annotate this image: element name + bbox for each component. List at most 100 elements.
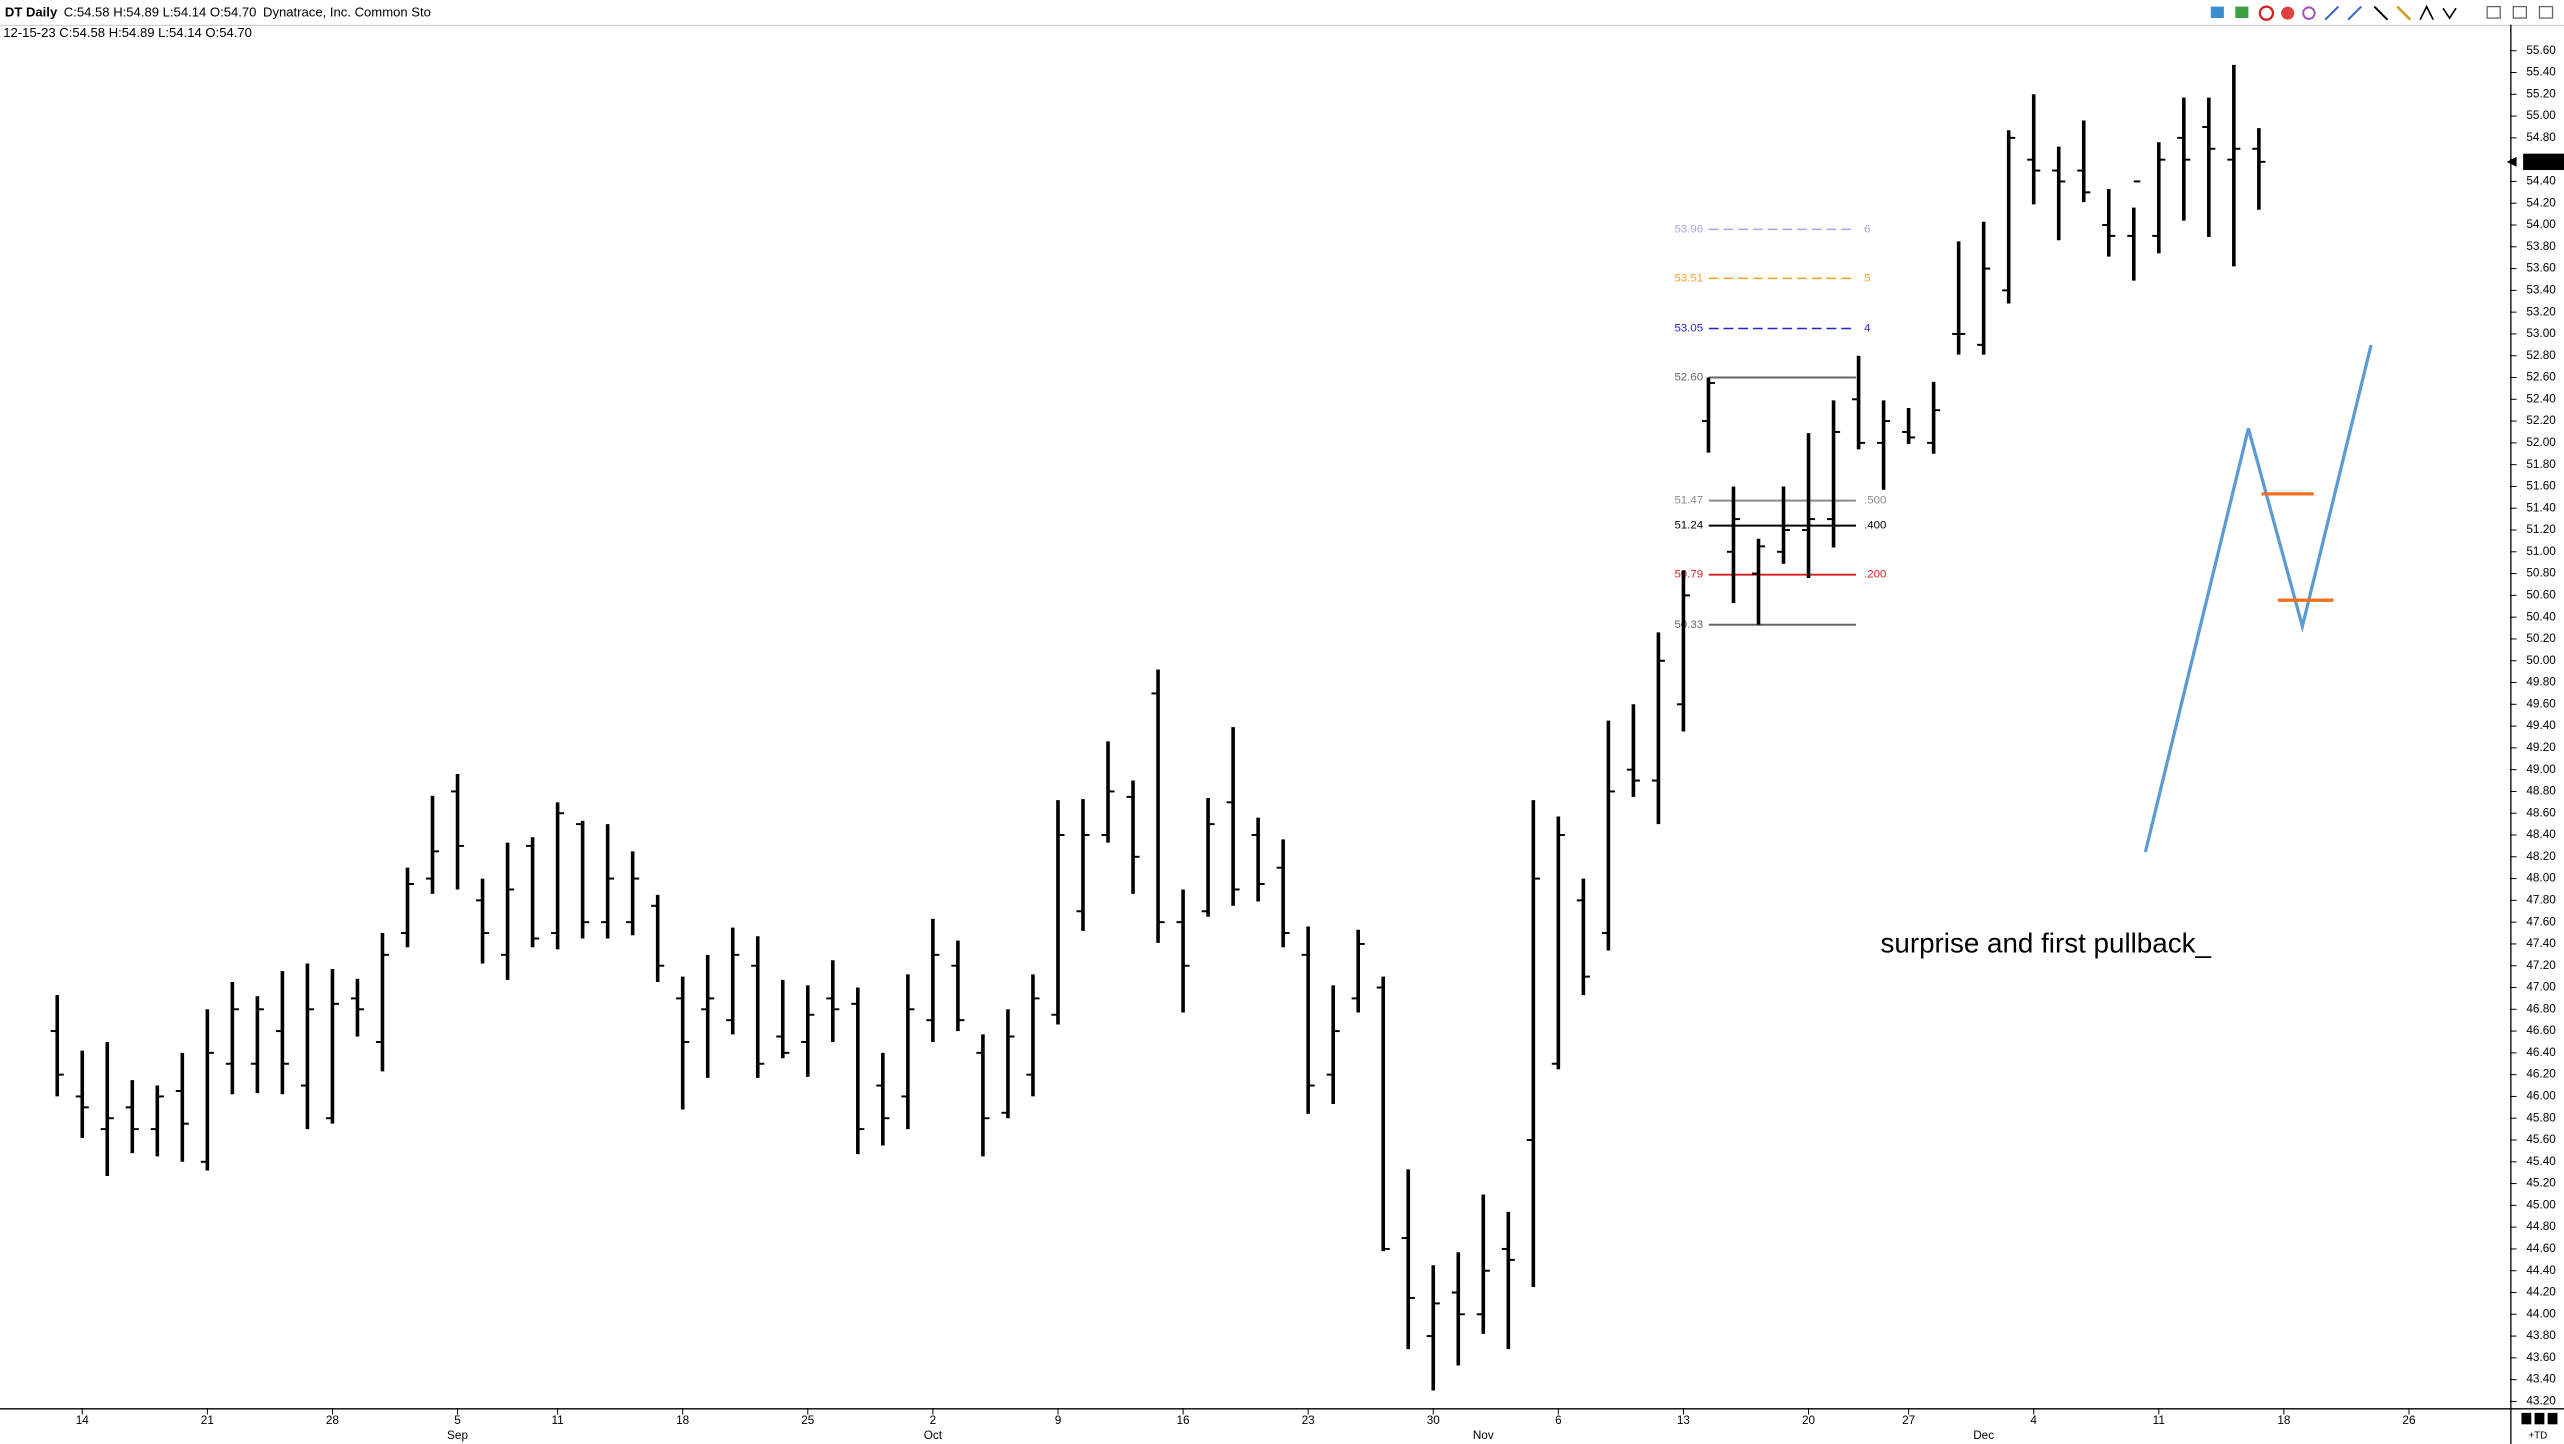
y-tick-label: 52.80: [2526, 349, 2556, 362]
y-tick-label: 45.00: [2526, 1198, 2556, 1211]
y-tick-label: 49.80: [2526, 676, 2556, 689]
y-tick-label: 53.60: [2526, 262, 2556, 275]
tool-icon[interactable]: [2419, 4, 2434, 21]
x-tick-label: 18: [676, 1414, 690, 1427]
y-tick-label: 44.20: [2526, 1286, 2556, 1299]
y-tick-label: 43.20: [2526, 1395, 2556, 1408]
y-tick-label: 49.60: [2526, 697, 2556, 710]
tool-icon[interactable]: [2347, 5, 2362, 21]
tool-icon[interactable]: [2281, 6, 2295, 20]
window-button[interactable]: [2512, 5, 2528, 19]
window-button[interactable]: [2538, 5, 2554, 19]
x-tick-label: 23: [1302, 1414, 1316, 1427]
y-tick-label: 55.20: [2526, 87, 2556, 100]
quote: C:54.58 H:54.89 L:54.14 O:54.70: [64, 5, 257, 20]
y-tick-label: 52.40: [2526, 392, 2556, 405]
y-tick-label: 49.40: [2526, 719, 2556, 732]
last-price-label: 54.58: [2526, 155, 2556, 168]
subtitle: Dynatrace, Inc. Common Sto: [263, 5, 431, 20]
y-tick-label: 46.80: [2526, 1002, 2556, 1015]
chart-title: DT Daily: [5, 5, 58, 20]
y-tick-label: 53.80: [2526, 240, 2556, 253]
y-tick-label: 47.60: [2526, 915, 2556, 928]
tool-icon[interactable]: [2210, 6, 2224, 19]
tool-icon[interactable]: [2258, 5, 2275, 21]
toolbar: [2210, 4, 2554, 21]
x-tick-label: 11: [2153, 1414, 2165, 1427]
x-tick-label: 11: [551, 1414, 563, 1427]
y-tick-label: 52.00: [2526, 436, 2556, 449]
footer-icon: [2547, 1412, 2558, 1425]
y-tick-label: 47.40: [2526, 937, 2556, 950]
month-label: Dec: [1973, 1429, 1994, 1442]
y-tick-label: 55.00: [2526, 109, 2556, 122]
window-button[interactable]: [2486, 5, 2501, 19]
x-tick-label: 6: [1555, 1414, 1562, 1427]
y-tick-label: 54.20: [2526, 196, 2556, 209]
y-tick-label: 44.40: [2526, 1264, 2556, 1277]
x-tick-label: 13: [1677, 1414, 1691, 1427]
y-tick-label: 48.40: [2526, 828, 2556, 841]
level-label: 51.47: [1674, 495, 1703, 507]
y-tick-label: 49.00: [2526, 763, 2556, 776]
x-tick-label: 14: [76, 1414, 90, 1427]
y-tick-label: 44.60: [2526, 1242, 2556, 1255]
y-tick-label: 54.80: [2526, 131, 2556, 144]
y-tick-label: 53.00: [2526, 327, 2556, 340]
x-tick-label: 26: [2402, 1414, 2416, 1427]
y-tick-label: 45.80: [2526, 1111, 2556, 1124]
level-label: 51.24: [1674, 520, 1703, 532]
level-label: 53.96: [1674, 223, 1703, 235]
level-tag: 4: [1864, 323, 1871, 335]
month-label: Sep: [447, 1429, 468, 1442]
last-price-arrow: [2506, 156, 2517, 167]
y-tick-label: 45.20: [2526, 1177, 2556, 1190]
x-tick-label: 16: [1177, 1414, 1191, 1427]
trend-sketch: [2143, 344, 2373, 853]
x-tick-label: 27: [1902, 1414, 1915, 1427]
y-tick-label: 45.60: [2526, 1133, 2556, 1146]
y-tick-label: 48.00: [2526, 872, 2556, 885]
last-price-box: [2523, 153, 2564, 171]
y-tick-label: 51.20: [2526, 523, 2556, 536]
y-tick-label: 44.00: [2526, 1307, 2556, 1320]
level-label: 52.60: [1674, 372, 1703, 384]
y-tick-label: 51.00: [2526, 545, 2556, 558]
y-tick-label: 47.20: [2526, 959, 2556, 972]
x-tick-label: 18: [2277, 1414, 2291, 1427]
tool-icon[interactable]: [2302, 6, 2316, 20]
annotation: surprise and first pullback_: [1880, 928, 2211, 959]
y-tick-label: 51.40: [2526, 501, 2556, 514]
level-label: 50.79: [1674, 569, 1703, 581]
y-tick-label: 49.20: [2526, 741, 2556, 754]
y-tick-label: 47.00: [2526, 981, 2556, 994]
y-tick-label: 54.40: [2526, 175, 2556, 188]
y-tick-label: 43.40: [2526, 1373, 2556, 1386]
x-tick-label: 20: [1802, 1414, 1816, 1427]
y-tick-label: 47.80: [2526, 893, 2556, 906]
x-tick-label: 5: [454, 1414, 461, 1427]
tool-icon[interactable]: [2373, 5, 2389, 21]
footer-icon: [2521, 1412, 2532, 1425]
y-tick-label: 46.40: [2526, 1046, 2556, 1059]
y-tick-label: 53.20: [2526, 305, 2556, 318]
level-tag: .400: [1864, 520, 1886, 532]
level-label: 53.51: [1674, 272, 1703, 284]
tool-icon[interactable]: [2396, 5, 2412, 21]
date-line: 12-15-23 C:54.58 H:54.89 L:54.14 O:54.70: [3, 25, 252, 40]
y-tick-label: 46.00: [2526, 1090, 2556, 1103]
y-tick-label: 55.40: [2526, 66, 2556, 79]
drawing: [2143, 344, 2373, 853]
y-tick-label: 48.60: [2526, 806, 2556, 819]
tool-icon[interactable]: [2235, 6, 2249, 19]
y-tick-label: 50.60: [2526, 588, 2556, 601]
tool-icon[interactable]: [2442, 7, 2457, 20]
y-tick-label: 51.80: [2526, 458, 2556, 471]
tool-icon[interactable]: [2324, 5, 2340, 21]
x-tick-label: 28: [326, 1414, 340, 1427]
y-tick-label: 43.60: [2526, 1351, 2556, 1364]
y-tick-label: 44.80: [2526, 1220, 2556, 1233]
y-tick-label: 50.20: [2526, 632, 2556, 645]
